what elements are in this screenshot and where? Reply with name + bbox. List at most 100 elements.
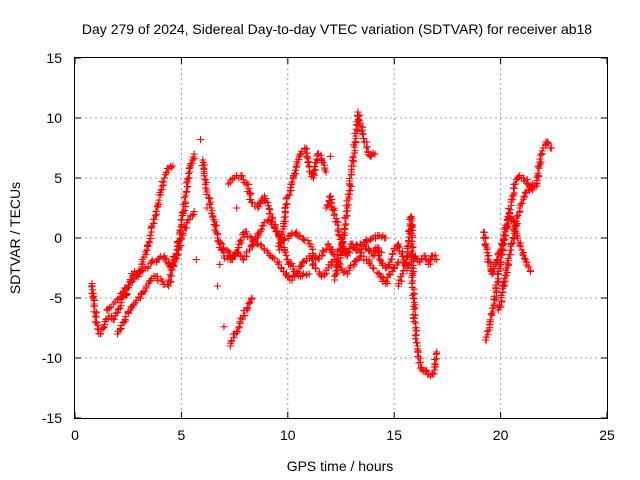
data-point [369,264,377,272]
data-point [345,201,353,209]
data-point [263,217,271,225]
data-point [288,230,296,238]
data-point [105,304,113,312]
series-trace-n [479,210,534,278]
data-point [483,249,491,257]
data-point [514,211,522,219]
data-point [411,304,419,312]
series-trace-g [226,294,256,350]
data-point [370,265,378,273]
data-point [192,256,200,264]
data-point [349,152,357,160]
data-point [340,269,348,277]
data-point [480,229,488,237]
data-point [288,276,296,284]
series-trace-h [275,144,330,254]
data-point [236,237,244,245]
data-point [89,286,97,294]
data-point [338,235,346,243]
data-point [326,192,334,200]
data-point [289,271,297,279]
data-point [341,224,349,232]
x-axis-label: GPS time / hours [287,458,394,474]
data-point [197,136,205,144]
data-point [317,151,325,159]
data-point [169,162,177,170]
data-point [311,162,319,170]
data-point [185,165,193,173]
data-point [520,192,528,200]
data-point [399,270,407,278]
data-point [536,155,544,163]
data-point [318,157,326,165]
data-point [415,359,423,367]
data-point [299,236,307,244]
data-point [175,243,183,251]
y-tick-label: 0 [54,230,62,246]
data-point [189,156,197,164]
data-point [520,174,528,182]
data-point [342,220,350,228]
data-point [185,216,193,224]
data-point [174,246,182,254]
series-trace-l [394,212,441,380]
data-point [363,143,371,151]
data-point [248,294,256,302]
data-point [501,277,509,285]
data-point [406,214,414,222]
data-point [145,238,153,246]
data-point [339,246,347,254]
data-point [241,312,249,320]
data-point [310,167,318,175]
data-point [360,135,368,143]
data-point [365,259,373,267]
data-point [484,331,492,339]
data-point [427,256,435,264]
data-point [408,283,416,291]
data-point [351,138,359,146]
data-point [336,259,344,267]
data-point [182,188,190,196]
data-point [349,240,357,248]
data-point [346,175,354,183]
data-point [141,287,149,295]
data-point [489,308,497,316]
data-point [371,150,379,158]
data-point [526,184,534,192]
data-point [492,281,500,289]
data-point [548,144,556,152]
data-point [89,293,97,301]
data-point [292,170,300,178]
data-point [525,263,533,271]
data-point [322,168,330,176]
data-point [203,204,211,212]
data-point [486,316,494,324]
data-point [305,270,313,278]
data-point [329,206,337,214]
data-point [233,248,241,256]
data-point [404,249,412,257]
data-point [216,239,224,247]
data-point [119,288,127,296]
data-point [248,199,256,207]
data-point [334,266,342,274]
series-trace-j [322,192,385,260]
data-point [144,263,152,271]
data-point [388,255,396,263]
data-point [398,253,406,261]
data-point [318,251,326,259]
series-trace-d [198,156,313,280]
series-trace-f [216,228,402,288]
data-point [201,161,209,169]
data-point [136,294,144,302]
data-point [171,258,179,266]
data-point [118,293,126,301]
data-point [239,256,247,264]
data-point [129,274,137,282]
data-point [180,193,188,201]
data-point [189,153,197,161]
data-point [505,220,513,228]
data-point [343,212,351,220]
data-point [287,187,295,195]
data-point [92,318,100,326]
